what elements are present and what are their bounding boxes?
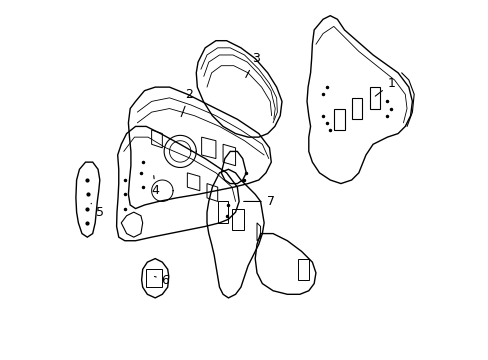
Text: 1: 1 (374, 77, 394, 96)
Text: 5: 5 (91, 203, 104, 219)
Text: 7: 7 (243, 195, 274, 208)
Text: 4: 4 (151, 176, 159, 197)
Text: 6: 6 (154, 274, 169, 287)
Text: 3: 3 (245, 52, 259, 77)
Text: 2: 2 (181, 88, 193, 117)
